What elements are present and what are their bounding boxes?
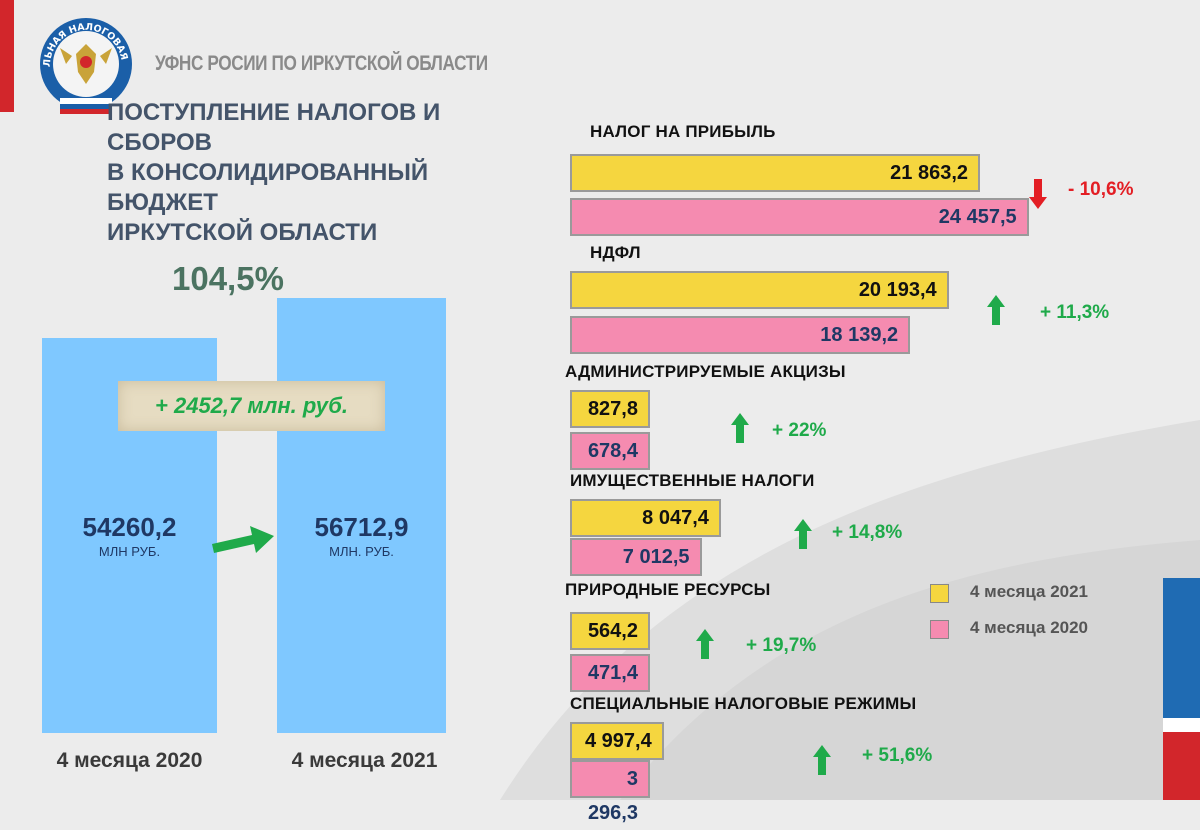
category-title: ИМУЩЕСТВЕННЫЕ НАЛОГИ xyxy=(570,471,815,490)
legend-swatch-2021 xyxy=(930,584,949,603)
bar-2021: 827,8 xyxy=(570,390,650,428)
change-percent: - 10,6% xyxy=(1068,179,1134,200)
category-title: АДМИНИСТРИРУЕМЫЕ АКЦИЗЫ xyxy=(565,362,846,381)
change-percent: + 22% xyxy=(772,420,827,441)
change-percent: + 19,7% xyxy=(746,635,817,656)
difference-label: + 2452,7 млн. руб. xyxy=(118,381,385,431)
bar-2021: 564,2 xyxy=(570,612,650,650)
category-title: СПЕЦИАЛЬНЫЕ НАЛОГОВЫЕ РЕЖИМЫ xyxy=(570,694,917,713)
bar-2020: 3 296,3 xyxy=(570,760,650,824)
bar-2021: 20 193,4 xyxy=(570,271,949,309)
category-label-2020: 4 месяца 2020 xyxy=(56,749,203,772)
value-label-2020: 54260,2 xyxy=(82,512,177,542)
bar-2020: 678,4 xyxy=(570,432,650,470)
unit-label-2020: МЛН РУБ. xyxy=(98,544,161,559)
change-percent: + 11,3% xyxy=(1040,302,1110,323)
legend-label-2020: 4 месяца 2020 xyxy=(970,618,1089,637)
bar-2021: 8 047,4 xyxy=(570,499,721,537)
title-line: В КОНСОЛИДИРОВАННЫЙ xyxy=(107,159,429,186)
category-label-2021: 4 месяца 2021 xyxy=(291,749,438,772)
bar-2020: 7 012,5 xyxy=(570,538,702,576)
arrow-up-icon xyxy=(813,745,831,775)
legend-swatch-2020 xyxy=(930,620,949,639)
column-2021 xyxy=(277,298,446,733)
category-title: НАЛОГ НА ПРИБЫЛЬ xyxy=(590,122,776,141)
bar-2020: 24 457,5 xyxy=(570,198,1029,236)
background-decoration xyxy=(500,420,1200,800)
bar-2021: 4 997,4 xyxy=(570,722,664,760)
arrow-up-icon xyxy=(794,519,812,549)
legend-label-2021: 4 месяца 2021 xyxy=(970,582,1089,601)
bar-2020: 471,4 xyxy=(570,654,650,692)
category-title: ПРИРОДНЫЕ РЕСУРСЫ xyxy=(565,580,771,599)
left-accent-stripe xyxy=(0,0,14,112)
bar-2020: 18 139,2 xyxy=(570,316,911,354)
change-percent: + 14,8% xyxy=(832,522,903,543)
title-line: БЮДЖЕТ xyxy=(107,189,218,216)
arrow-up-icon xyxy=(987,295,1005,325)
category-title: НДФЛ xyxy=(590,243,641,262)
flag-stripe-decoration xyxy=(1163,578,1200,800)
unit-label-2021: МЛН. РУБ. xyxy=(329,544,394,559)
growth-arrow-icon xyxy=(212,526,274,553)
page-title: ПОСТУПЛЕНИЕ НАЛОГОВ И СБОРОВ В КОНСОЛИДИ… xyxy=(107,98,487,248)
value-label-2021: 56712,9 xyxy=(314,512,409,542)
arrow-up-icon xyxy=(696,629,714,659)
change-percent: + 51,6% xyxy=(862,745,933,766)
organization-name: УФНС РОСИИ ПО ИРКУТСКОЙ ОБЛАСТИ xyxy=(155,52,488,75)
arrow-down-icon xyxy=(1029,179,1047,209)
title-line: СБОРОВ xyxy=(107,129,212,156)
arrow-up-icon xyxy=(731,413,749,443)
title-line: ПОСТУПЛЕНИЕ НАЛОГОВ И xyxy=(107,99,441,126)
growth-percent-label: 104,5% xyxy=(172,260,284,297)
title-line: ИРКУТСКОЙ ОБЛАСТИ xyxy=(107,219,378,246)
fns-emblem-logo: ФЕДЕРАЛЬНАЯ НАЛОГОВАЯ СЛУЖБА xyxy=(36,14,132,114)
bar-2021: 21 863,2 xyxy=(570,154,980,192)
